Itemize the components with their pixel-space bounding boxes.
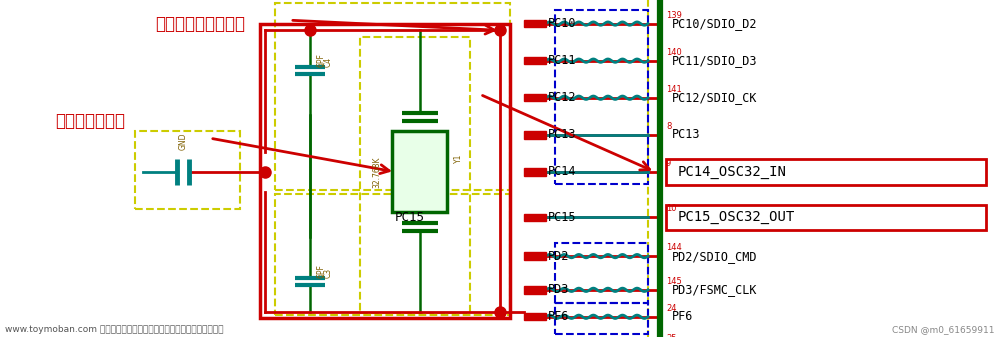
Text: PC14: PC14 — [548, 165, 576, 178]
Bar — [555, 243, 648, 303]
Text: CSDN @m0_61659911: CSDN @m0_61659911 — [893, 325, 995, 334]
Bar — [275, 3, 510, 190]
Text: PC15: PC15 — [548, 211, 576, 224]
Text: PD3/FSMC_CLK: PD3/FSMC_CLK — [672, 283, 758, 296]
Bar — [524, 286, 546, 294]
Bar — [524, 94, 546, 101]
Text: PC14_OSC32_IN: PC14_OSC32_IN — [678, 165, 787, 179]
Text: 操作时钟的晶振: 操作时钟的晶振 — [55, 112, 125, 130]
Text: 6PF: 6PF — [317, 264, 326, 278]
Text: Y1: Y1 — [454, 154, 462, 163]
Text: 145: 145 — [666, 277, 682, 286]
Bar — [524, 168, 546, 176]
Text: PC13: PC13 — [548, 128, 576, 141]
Text: 9: 9 — [666, 159, 671, 168]
Bar — [555, 303, 648, 334]
Text: PC11: PC11 — [548, 54, 576, 67]
Text: C3: C3 — [324, 268, 333, 278]
Text: PC10/SDIO_D2: PC10/SDIO_D2 — [672, 17, 758, 30]
Text: PD3: PD3 — [548, 283, 569, 296]
Text: 10: 10 — [666, 204, 676, 213]
Text: 140: 140 — [666, 48, 682, 57]
Text: PF6: PF6 — [672, 310, 693, 323]
Text: PC10: PC10 — [548, 17, 576, 30]
Text: 25: 25 — [666, 334, 676, 337]
Text: PD2/SDIO_CMD: PD2/SDIO_CMD — [672, 250, 758, 263]
Bar — [524, 57, 546, 64]
Text: PF6: PF6 — [548, 310, 569, 323]
Text: PD2: PD2 — [548, 250, 569, 263]
Bar — [666, 159, 986, 185]
Text: PC15: PC15 — [395, 211, 425, 224]
Bar — [524, 313, 546, 320]
Text: www.toymoban.com 网络图片仅供展示，非存储，如有侵权请联系删除。: www.toymoban.com 网络图片仅供展示，非存储，如有侵权请联系删除。 — [5, 325, 224, 334]
Bar — [524, 131, 546, 139]
Bar — [524, 214, 546, 221]
Text: 32.768K: 32.768K — [372, 156, 381, 188]
Text: 141: 141 — [666, 85, 682, 94]
Text: 连接外部的低速时钟: 连接外部的低速时钟 — [155, 14, 245, 33]
Text: 6PF: 6PF — [317, 54, 326, 67]
Text: C4: C4 — [324, 57, 333, 67]
Text: 144: 144 — [666, 243, 682, 252]
Text: 8: 8 — [666, 122, 671, 131]
Bar — [524, 20, 546, 27]
Text: 139: 139 — [666, 10, 682, 20]
Text: PC15_OSC32_OUT: PC15_OSC32_OUT — [678, 210, 795, 224]
Bar — [392, 131, 447, 212]
Bar — [275, 194, 510, 315]
Bar — [666, 205, 986, 230]
Text: PC13: PC13 — [672, 128, 700, 141]
Bar — [555, 10, 648, 184]
Text: PC12: PC12 — [548, 91, 576, 104]
Bar — [135, 131, 240, 209]
Bar — [260, 24, 510, 318]
Text: PC12/SDIO_CK: PC12/SDIO_CK — [672, 91, 758, 104]
Text: PC11/SDIO_D3: PC11/SDIO_D3 — [672, 54, 758, 67]
Text: 24: 24 — [666, 304, 676, 313]
Bar — [360, 37, 470, 313]
Text: GND: GND — [178, 132, 188, 150]
Bar — [524, 252, 546, 260]
